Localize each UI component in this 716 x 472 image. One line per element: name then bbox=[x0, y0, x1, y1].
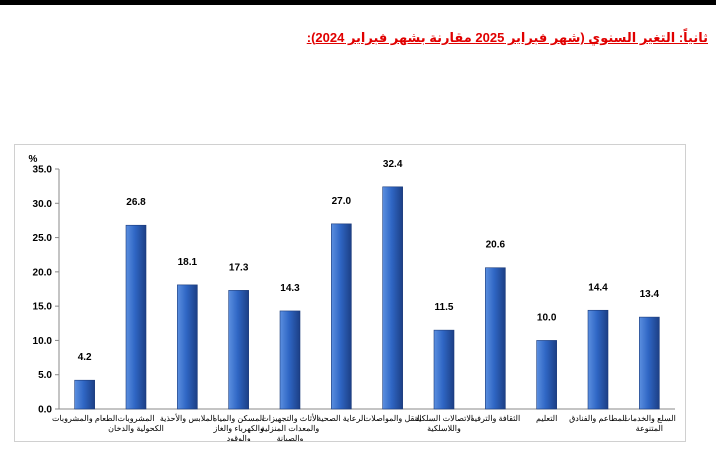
y-axis-unit-label: % bbox=[29, 154, 38, 165]
bar bbox=[433, 329, 455, 410]
y-tick-label: 15.0 bbox=[33, 302, 53, 313]
bar bbox=[587, 309, 609, 410]
bar bbox=[228, 290, 249, 410]
x-tick-label: الرعاية الصحية bbox=[317, 414, 366, 423]
data-label: 20.6 bbox=[486, 240, 506, 251]
x-tick-label: الاتصالات السلكية bbox=[415, 414, 473, 423]
x-tick-label: المشروبات bbox=[118, 414, 155, 423]
data-label: 13.4 bbox=[640, 289, 660, 300]
data-label: 17.3 bbox=[229, 262, 249, 273]
x-tick-label: المطاعم والفنادق bbox=[569, 414, 627, 423]
data-label: 14.4 bbox=[588, 282, 608, 293]
x-tick-label: والمعدات المنزلية bbox=[261, 424, 320, 433]
data-label: 27.0 bbox=[332, 196, 352, 207]
page-heading: ثانياً: التغير السنوي (شهر فبراير 2025 م… bbox=[306, 30, 708, 45]
bar bbox=[382, 186, 403, 410]
y-tick-label: 30.0 bbox=[33, 199, 53, 210]
data-label: 10.0 bbox=[537, 312, 557, 323]
data-label: 18.1 bbox=[178, 257, 198, 268]
bar bbox=[177, 284, 198, 410]
data-label: 14.3 bbox=[280, 283, 300, 294]
y-tick-label: 25.0 bbox=[33, 233, 53, 244]
bar bbox=[125, 224, 147, 410]
x-tick-label: والوقود bbox=[227, 434, 251, 441]
bar bbox=[639, 316, 660, 410]
x-tick-label: المسكن والمياه bbox=[213, 414, 264, 423]
x-tick-label: النقل والمواصلات bbox=[364, 414, 422, 423]
y-tick-label: 20.0 bbox=[33, 267, 53, 278]
x-tick-label: الملابس والأحذية bbox=[160, 413, 215, 423]
data-label: 26.8 bbox=[126, 197, 146, 208]
y-tick-label: 5.0 bbox=[38, 370, 52, 381]
x-tick-label: التعليم bbox=[536, 414, 557, 423]
data-label: 32.4 bbox=[383, 159, 403, 170]
y-tick-label: 10.0 bbox=[33, 336, 53, 347]
bar bbox=[74, 379, 95, 410]
x-tick-label: والصيانة bbox=[277, 434, 304, 441]
x-tick-label: السلع والخدمات bbox=[623, 414, 676, 423]
x-tick-label: الأثاث والتجهيزات bbox=[261, 413, 319, 423]
bar-chart: 0.0 5.0 10.0 15.0 20.0 25.0 30.0 35.0% 4.2 26.8 1… bbox=[29, 154, 676, 441]
bar bbox=[536, 340, 557, 410]
top-rule bbox=[0, 0, 716, 5]
x-tick-label: المتنوعة bbox=[636, 424, 663, 433]
data-label: 11.5 bbox=[435, 302, 454, 313]
x-tick-label: الثقافة والترفيه bbox=[470, 414, 520, 423]
y-axis: 0.0 5.0 10.0 15.0 20.0 25.0 30.0 35.0% bbox=[29, 154, 675, 416]
data-label: 4.2 bbox=[78, 352, 92, 363]
y-tick-label: 35.0 bbox=[33, 165, 53, 176]
bar bbox=[279, 310, 301, 410]
y-tick-label: 0.0 bbox=[38, 405, 52, 416]
chart-frame: 0.0 5.0 10.0 15.0 20.0 25.0 30.0 35.0% 4.2 26.8 1… bbox=[14, 144, 686, 442]
x-tick-label: الكحولية والدخان bbox=[108, 424, 164, 433]
bar bbox=[485, 267, 506, 410]
bars: 4.2 26.8 18.1 17.3 14.3 27.0 32.4 11.5 20.6 10.0 1… bbox=[74, 159, 660, 410]
x-tick-label: والكهرباء والغاز bbox=[212, 424, 264, 433]
bar bbox=[331, 223, 352, 410]
x-tick-label: الطعام والمشروبات bbox=[52, 414, 117, 423]
x-tick-label: واللاسلكية bbox=[427, 424, 461, 433]
